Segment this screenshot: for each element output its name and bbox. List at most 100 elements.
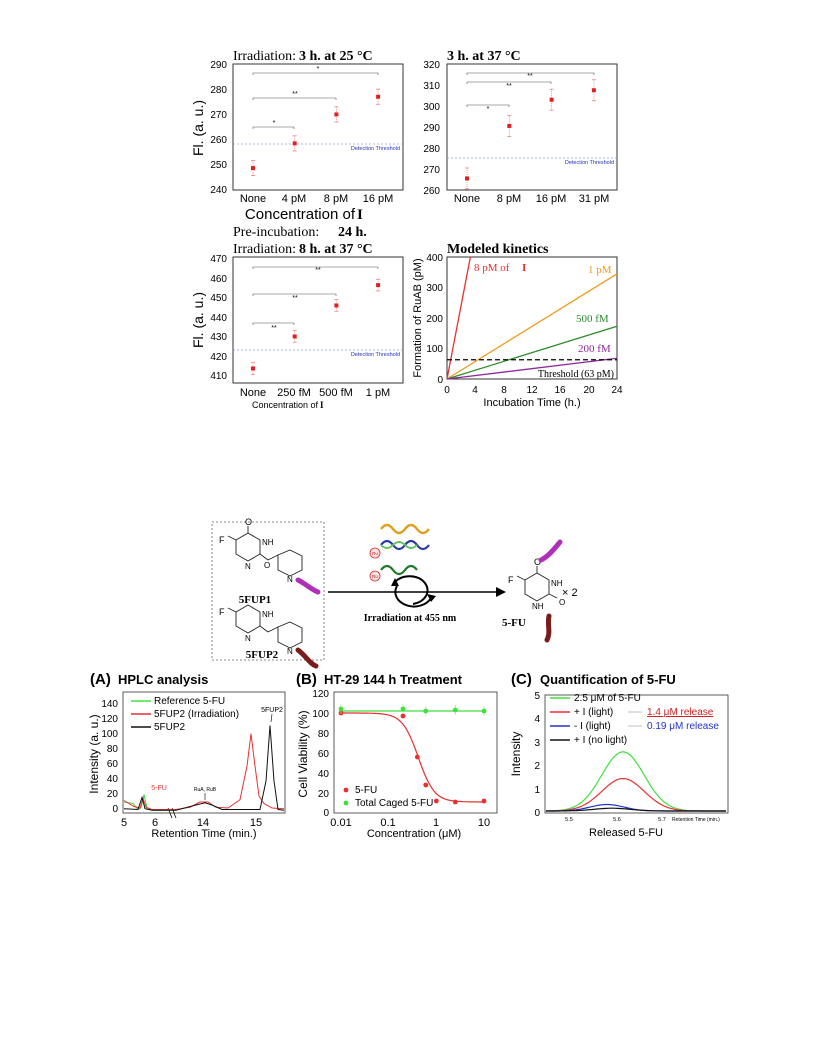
chart4-xtick: 24: [611, 385, 623, 396]
chart4-ytick: 300: [426, 283, 443, 294]
atom-o-5fu-2: O: [559, 598, 565, 607]
chart3-title2-pre: Irradiation:: [233, 242, 296, 257]
carbonyl-bond-2: [548, 593, 558, 599]
data-point-caged: [423, 708, 429, 714]
chart1-y-ticks: 290 280 270 260 250 240: [210, 60, 227, 196]
chart4-label-1pm: 1 pM: [588, 264, 612, 276]
chart1-bracket: [252, 97, 337, 100]
chart1-x-ticks: None 4 pM 8 pM 16 pM: [240, 193, 393, 205]
data-point: [465, 176, 469, 181]
data-point: [549, 97, 554, 102]
chart3-bracket: [252, 293, 337, 296]
chart3-xlabel-compound: I: [320, 400, 324, 410]
panel-b-legend-5fu: 5-FU: [355, 785, 377, 796]
chart1-ytick: 240: [210, 185, 227, 196]
panel-b-xlabel: Concentration (μM): [367, 828, 461, 840]
chart2-xtick: 16 pM: [536, 193, 567, 205]
annot-5fup2: 5FUP2: [261, 707, 283, 714]
data-point: [376, 94, 381, 99]
chart4-xtick: 20: [583, 385, 595, 396]
chart1-ytick: 270: [210, 110, 227, 121]
panel-c-xunit: Retention Time (min.): [672, 817, 720, 823]
chart-3: Pre-incubation: 24 h. Irradiation: 8 h. …: [190, 225, 404, 410]
chart2-title: 3 h. at 37 °C: [447, 49, 521, 64]
series-line: [446, 357, 618, 380]
chart1-ytick: 250: [210, 160, 227, 171]
panel-a-xtick: 5: [121, 817, 127, 829]
chart3-bracket: [252, 322, 295, 325]
chart3-xtick: 1 pM: [366, 387, 390, 399]
atom-n-pyr-2: N: [287, 647, 293, 656]
chart4-label-8pm-compound: I: [522, 262, 526, 274]
panel-b-ytick: 80: [318, 729, 330, 740]
panel-b-title: HT-29 144 h Treatment: [324, 672, 463, 687]
chart4-title: Modeled kinetics: [447, 242, 549, 257]
chart3-xtick: None: [240, 387, 266, 399]
panel-c-release-2: 0.19 μM release: [647, 721, 719, 732]
fit-curve-5fu: [341, 712, 484, 803]
times-two: × 2: [562, 587, 578, 599]
panel-a-xlabel: Retention Time (min.): [151, 828, 256, 840]
chart3-sig: **: [271, 325, 277, 332]
atom-nh-5fu: NH: [551, 579, 563, 588]
chart1-xtick: None: [240, 193, 266, 205]
annot-5fu: 5-FU: [151, 785, 167, 792]
chart1-xtick: 16 pM: [363, 193, 394, 205]
chart2-points: [465, 79, 596, 190]
chart4-label-8pm: 8 pM of: [474, 262, 510, 274]
panel-b-plot: [338, 704, 487, 805]
panel-b-ytick: 0: [323, 808, 329, 819]
ether-bond: [259, 553, 269, 561]
molecule-5fu: [516, 566, 558, 602]
catalytic-cycle-icon: [394, 575, 429, 605]
atom-n-1: N: [245, 562, 251, 571]
chart3-ytick: 420: [210, 352, 227, 363]
panel-b-frame: [333, 691, 498, 814]
panel-a-xtick: 15: [250, 817, 262, 829]
atom-f-5fu: F: [508, 575, 514, 585]
chart4-ylabel: Formation of RuAB (pM): [412, 258, 424, 377]
template-strand-icon: [380, 523, 430, 535]
chart2-bracket: [466, 81, 552, 84]
data-point: [251, 166, 255, 171]
molecule-5fup1: [227, 526, 303, 577]
chart4-ytick: 200: [426, 314, 443, 325]
annot-5fup2-arrow: [270, 713, 273, 723]
chart4-xtick: 8: [501, 385, 507, 396]
chart1-points: [251, 88, 381, 177]
atom-nh-1: NH: [262, 538, 274, 547]
chart4-xlabel: Incubation Time (h.): [483, 397, 580, 409]
molecule-5fup2: [227, 604, 303, 649]
chart1-threshold-label: Detection Threshold: [351, 146, 400, 152]
chart1-ylabel: Fl. (a. u.): [190, 100, 206, 156]
panel-b-ytick: 20: [318, 789, 330, 800]
panel-b-xtick: 10: [478, 817, 490, 829]
top-xlabel: Concentration of: [245, 206, 356, 223]
label-5fup2: 5FUP2: [246, 649, 279, 661]
chart2-sig: **: [527, 73, 533, 80]
hplc-trace: [123, 725, 285, 811]
panel-c-ytick: 1: [534, 785, 540, 796]
chart1-bracket: [252, 126, 295, 129]
5fu-ring: [524, 572, 550, 602]
panel-a-ytick: 60: [107, 759, 119, 770]
chart2-ytick: 300: [423, 102, 440, 113]
panel-c-legend-light: + I (light): [574, 707, 613, 718]
chart1-frame: [232, 63, 404, 191]
pyridinium-ring-2: [277, 621, 303, 649]
data-point: [376, 283, 381, 288]
panel-a-legend-irr: 5FUP2 (Irradiation): [154, 709, 239, 720]
chart4-label-500fm: 500 fM: [576, 313, 609, 325]
panel-c-legend-ref: 2.5 μM of 5-FU: [574, 693, 641, 704]
panel-c: (C) Quantification of 5-FU Intensity 5 4…: [509, 671, 729, 839]
label-5fup1: 5FUP1: [239, 594, 271, 606]
chart2-xtick: 8 pM: [497, 193, 521, 205]
chart4-xtick: 16: [554, 385, 566, 396]
peak-curve: [546, 807, 726, 812]
data-point: [334, 112, 339, 117]
chart2-ytick: 260: [423, 186, 440, 197]
chart3-title1-bold: 24 h.: [338, 225, 367, 240]
data-point-5fu: [400, 713, 406, 719]
chart-2: 3 h. at 37 °C 320 310 300 290 280 270 26…: [423, 49, 618, 205]
chart3-ytick: 440: [210, 313, 227, 324]
